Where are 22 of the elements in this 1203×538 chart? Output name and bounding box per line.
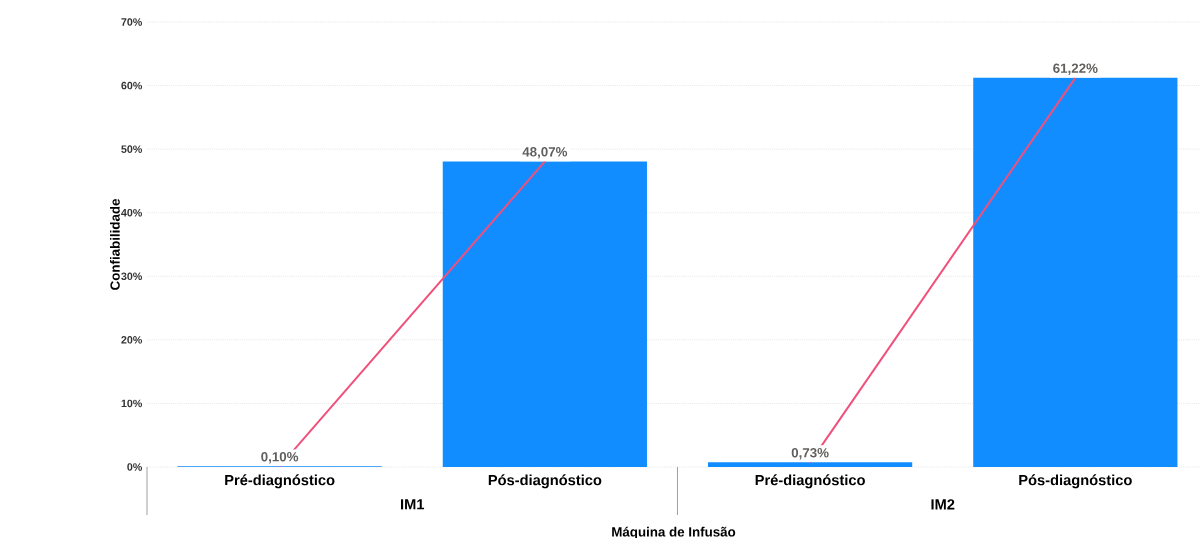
y-tick-label: 10% xyxy=(121,399,143,408)
y-tick-label: 0% xyxy=(127,463,143,471)
bar xyxy=(442,161,647,467)
bar xyxy=(973,77,1178,467)
data-label: 0,10% xyxy=(261,452,299,464)
x-tick-label: Pré-diagnóstico xyxy=(225,474,335,489)
bar xyxy=(707,462,913,467)
y-axis-title: Confiabilidade xyxy=(110,199,120,290)
x-tick-label: Pré-diagnóstico xyxy=(755,474,865,489)
y-tick-label: 40% xyxy=(121,208,143,217)
data-label: 61,22% xyxy=(1053,63,1098,75)
x-tick-label: Pós-diagnóstico xyxy=(488,474,602,489)
data-label: 0,73% xyxy=(791,448,829,460)
x-tick-label: Pós-diagnóstico xyxy=(1019,474,1132,489)
y-tick-label: 60% xyxy=(121,81,143,90)
y-tick-label: 70% xyxy=(121,18,143,26)
text: IM2 xyxy=(931,499,955,510)
text: IM1 xyxy=(401,499,425,510)
y-tick-label: 50% xyxy=(121,145,143,153)
data-label: 48,07% xyxy=(522,147,568,159)
y-tick-label: 20% xyxy=(121,336,143,344)
y-tick-label: 30% xyxy=(121,272,143,281)
